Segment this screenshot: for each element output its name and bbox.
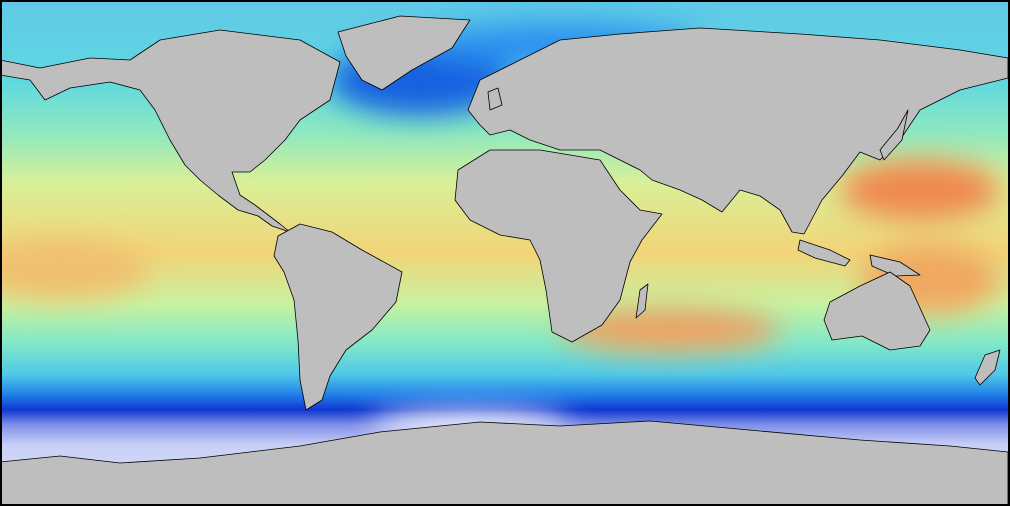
eurasia xyxy=(467,27,1009,235)
madagascar xyxy=(635,283,649,319)
new-zealand xyxy=(974,349,1001,386)
east-pacific-patch xyxy=(0,240,150,300)
north-america xyxy=(0,29,341,233)
land xyxy=(0,15,1009,506)
australia xyxy=(823,271,931,351)
new-guinea xyxy=(869,254,921,277)
indonesia xyxy=(797,239,851,267)
pacific-warm-patch xyxy=(840,160,1000,220)
south-america xyxy=(273,223,403,411)
indian-warm-patch xyxy=(560,308,780,352)
africa xyxy=(454,149,663,343)
japan xyxy=(879,109,909,161)
britain xyxy=(487,87,503,111)
greenland xyxy=(337,15,471,91)
